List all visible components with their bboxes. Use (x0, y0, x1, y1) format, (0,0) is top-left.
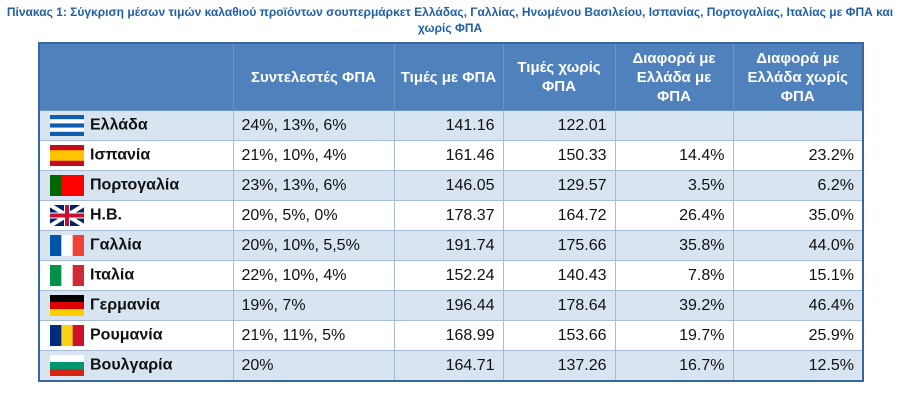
table-cell: 44.0% (732, 230, 864, 261)
table-row: Γαλλία 20%, 10%, 5,5% 191.74 175.66 35.8% 44.… (38, 230, 864, 261)
flag (50, 325, 85, 346)
table-cell: 196.44 (393, 290, 504, 321)
table-cell: 35.8% (614, 230, 734, 261)
flag (48, 203, 86, 228)
table-cell: 164.71 (393, 350, 504, 382)
table-cell: Γαλλία (38, 230, 234, 261)
flag (50, 355, 84, 377)
table-cell: 164.72 (502, 200, 616, 231)
table-cell: 137.26 (502, 350, 616, 382)
table-row: Ισπανία 21%, 10%, 4% 161.46 150.33 14.4% 23.2… (38, 140, 864, 171)
header-cell: Συντελεστές ΦΠΑ (232, 42, 395, 111)
table-cell: Ελλάδα (38, 110, 234, 141)
header-cell: Διαφορά με Ελλάδα χωρίς ΦΠΑ (732, 42, 864, 111)
table-cell: 35.0% (732, 200, 864, 231)
table-cell: 3.5% (614, 170, 734, 201)
table-cell: 129.57 (502, 170, 616, 201)
table-cell: 14.4% (614, 140, 734, 171)
table-cell: 21%, 10%, 4% (232, 140, 395, 171)
table-cell: 21%, 11%, 5% (232, 320, 395, 351)
table-cell: Ισπανία (38, 140, 234, 171)
table-row: Γερμανία 19%, 7% 196.44 178.64 39.2% 46.4% (38, 290, 864, 321)
table-cell: 153.66 (502, 320, 616, 351)
country-name: Πορτογαλία (90, 176, 180, 194)
table-cell (732, 110, 864, 141)
country-name: Ρουμανία (90, 326, 163, 344)
table-cell: 20%, 10%, 5,5% (232, 230, 395, 261)
table-cell: 152.24 (393, 260, 504, 291)
country-name: Ιταλία (90, 266, 135, 284)
country-name: Γερμανία (90, 296, 160, 314)
table-cell: 178.64 (502, 290, 616, 321)
table-cell: 19%, 7% (232, 290, 395, 321)
table-cell: Βουλγαρία (38, 350, 234, 382)
table-row: Πορτογαλία 23%, 13%, 6% 146.05 129.57 3.5% 6.… (38, 170, 864, 201)
table-cell: 140.43 (502, 260, 616, 291)
table-cell: 141.16 (393, 110, 504, 141)
header-cell (38, 42, 234, 111)
table-cell: 178.37 (393, 200, 504, 231)
country-name: Η.Β. (90, 206, 122, 224)
table-row: Ελλάδα 24%, 13%, 6% 141.16 122.01 (38, 110, 864, 141)
country-name: Ισπανία (90, 146, 151, 164)
flag (50, 235, 85, 256)
flag (50, 175, 85, 196)
table-cell: 15.1% (732, 260, 864, 291)
table-cell (614, 110, 734, 141)
table-cell: 25.9% (732, 320, 864, 351)
flag (50, 295, 84, 317)
table-row: Η.Β. 20%, 5%, 0% 178.37 164.72 26.4% 35.0% (38, 200, 864, 231)
table-cell: 20%, 5%, 0% (232, 200, 395, 231)
table-row: Βουλγαρία 20% 164.71 137.26 16.7% 12.5% (38, 350, 864, 382)
table-cell: 23.2% (732, 140, 864, 171)
table-cell: 20% (232, 350, 395, 382)
table-cell: Η.Β. (38, 200, 234, 231)
table-title: Πίνακας 1: Σύγκριση μέσων τιμών καλαθιού… (6, 5, 894, 35)
table-cell: 7.8% (614, 260, 734, 291)
table-cell: 19.7% (614, 320, 734, 351)
table-cell: 22%, 10%, 4% (232, 260, 395, 291)
table-row: Ιταλία 22%, 10%, 4% 152.24 140.43 7.8% 15.1% (38, 260, 864, 291)
flag (50, 265, 85, 286)
header-cell: Τιμές χωρίς ΦΠΑ (502, 42, 616, 111)
country-name: Βουλγαρία (90, 356, 173, 374)
table-cell: 175.66 (502, 230, 616, 261)
price-table: Συντελεστές ΦΠΑ Τιμές με ΦΠΑ Τιμές χωρίς Φ… (38, 42, 864, 382)
table-cell: 150.33 (502, 140, 616, 171)
flag (50, 145, 84, 167)
flag (50, 115, 84, 137)
table-cell: 168.99 (393, 320, 504, 351)
header-cell: Τιμές με ΦΠΑ (393, 42, 504, 111)
table-cell: 39.2% (614, 290, 734, 321)
table-cell: 12.5% (732, 350, 864, 382)
table-cell: Ρουμανία (38, 320, 234, 351)
country-name: Γαλλία (90, 236, 142, 254)
table-row: Ρουμανία 21%, 11%, 5% 168.99 153.66 19.7% 25.… (38, 320, 864, 351)
table-cell: Πορτογαλία (38, 170, 234, 201)
table-cell: Ιταλία (38, 260, 234, 291)
table-cell: Γερμανία (38, 290, 234, 321)
table-cell: 6.2% (732, 170, 864, 201)
table-cell: 191.74 (393, 230, 504, 261)
table-cell: 122.01 (502, 110, 616, 141)
table-cell: 161.46 (393, 140, 504, 171)
table-cell: 24%, 13%, 6% (232, 110, 395, 141)
table-cell: 16.7% (614, 350, 734, 382)
table-cell: 26.4% (614, 200, 734, 231)
table-cell: 23%, 13%, 6% (232, 170, 395, 201)
country-name: Ελλάδα (90, 116, 148, 134)
header-row: Συντελεστές ΦΠΑ Τιμές με ΦΠΑ Τιμές χωρίς Φ… (38, 42, 864, 111)
header-cell: Διαφορά με Ελλάδα με ΦΠΑ (614, 42, 734, 111)
table-cell: 146.05 (393, 170, 504, 201)
table-cell: 46.4% (732, 290, 864, 321)
